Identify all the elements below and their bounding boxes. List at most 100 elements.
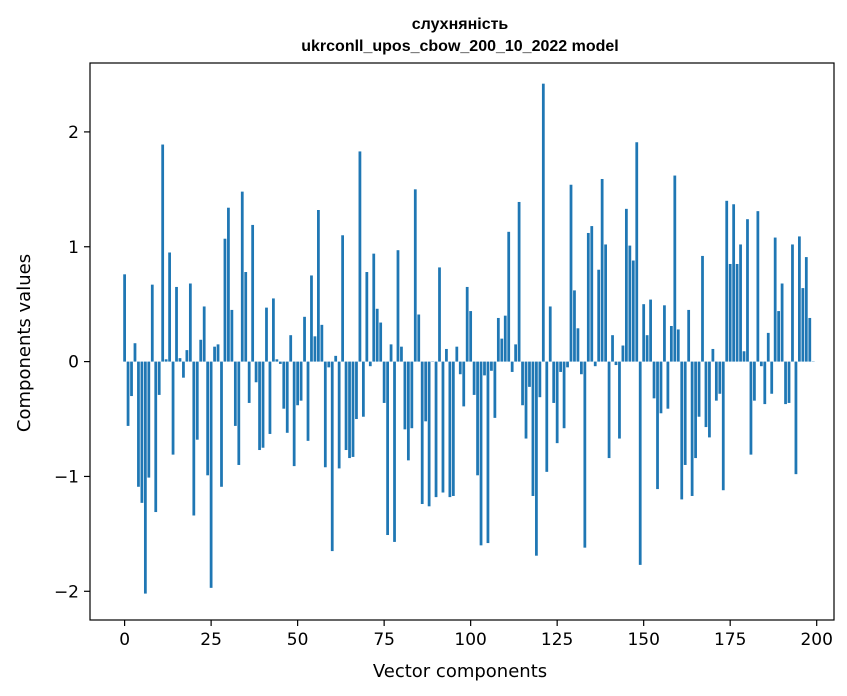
x-tick-label: 150: [627, 630, 659, 650]
bar: [348, 361, 351, 459]
bar: [434, 361, 438, 498]
bar: [652, 361, 656, 399]
bar: [168, 252, 171, 362]
bar: [313, 336, 317, 362]
bar: [209, 361, 213, 588]
bar: [154, 361, 158, 513]
bar: [379, 322, 383, 362]
bar: [237, 361, 241, 465]
bar: [469, 311, 473, 362]
bar: [413, 189, 417, 362]
bar: [514, 344, 518, 362]
y-tick-label: −1: [54, 467, 79, 487]
bar: [188, 283, 192, 362]
bar: [645, 335, 649, 362]
bar: [548, 306, 552, 362]
bar: [739, 244, 742, 362]
bar: [465, 286, 469, 362]
bar: [507, 231, 511, 362]
x-tick-label: 75: [373, 630, 395, 650]
bar: [265, 307, 268, 362]
bar: [195, 361, 199, 440]
bar: [770, 361, 774, 394]
bar: [424, 361, 428, 422]
bar: [285, 361, 289, 433]
plot-frame: [89, 62, 835, 621]
bar: [455, 346, 459, 362]
bar: [403, 361, 407, 430]
bar: [140, 361, 144, 503]
bar: [240, 191, 244, 362]
bar: [123, 274, 126, 362]
bar: [272, 298, 275, 362]
bar: [483, 361, 486, 376]
bar: [182, 361, 185, 378]
bar: [216, 344, 220, 362]
bar: [718, 361, 722, 394]
bar: [638, 361, 642, 565]
bar: [233, 361, 237, 426]
bar: [659, 361, 663, 414]
bar: [683, 361, 687, 465]
bar: [323, 361, 327, 468]
y-tick-label: 1: [68, 238, 79, 258]
bar: [562, 361, 566, 429]
bar: [680, 361, 684, 500]
bar: [742, 351, 746, 362]
bar: [317, 210, 320, 362]
bar: [206, 361, 210, 476]
bar: [320, 324, 324, 362]
bar: [130, 361, 133, 397]
bar: [251, 224, 255, 362]
bar: [673, 175, 677, 362]
bar: [528, 361, 531, 387]
bar: [417, 314, 421, 362]
bar: [441, 361, 445, 493]
bar: [137, 361, 140, 487]
bar: [642, 304, 646, 362]
bar: [804, 257, 808, 362]
bar: [344, 361, 348, 451]
bar: [268, 361, 272, 434]
bar: [258, 361, 261, 451]
bar: [535, 361, 538, 556]
bar: [171, 361, 175, 455]
bar: [337, 361, 341, 469]
bar: [586, 232, 590, 362]
bar: [552, 361, 556, 403]
bar: [728, 263, 732, 362]
x-tick-label: 25: [200, 630, 222, 650]
bar: [306, 361, 310, 441]
bar: [618, 361, 621, 439]
bar: [566, 361, 569, 368]
bar: [708, 361, 711, 438]
bar: [545, 361, 549, 472]
bar: [420, 361, 424, 505]
bar: [701, 255, 704, 362]
y-tick-label: 2: [68, 123, 79, 143]
bar: [759, 361, 763, 367]
bar: [400, 346, 403, 362]
bar: [406, 361, 410, 461]
bar: [669, 326, 673, 362]
chart-subtitle: ukrconll_upos_cbow_200_10_2022 model: [301, 38, 618, 55]
bar: [227, 207, 230, 362]
bar: [368, 361, 372, 367]
bar: [486, 361, 490, 544]
bar: [230, 309, 234, 362]
bar: [178, 358, 182, 362]
bar: [202, 306, 206, 362]
bar: [358, 151, 362, 362]
bar: [490, 361, 493, 371]
bar: [330, 361, 334, 552]
bar: [600, 178, 604, 362]
bar: [427, 361, 431, 507]
bar: [299, 361, 303, 401]
bar: [704, 361, 708, 428]
bar: [458, 361, 462, 375]
bar: [389, 344, 393, 362]
bar: [663, 305, 666, 362]
chart-title: слухняність: [412, 16, 509, 33]
bar: [244, 272, 248, 362]
bar: [649, 299, 652, 362]
